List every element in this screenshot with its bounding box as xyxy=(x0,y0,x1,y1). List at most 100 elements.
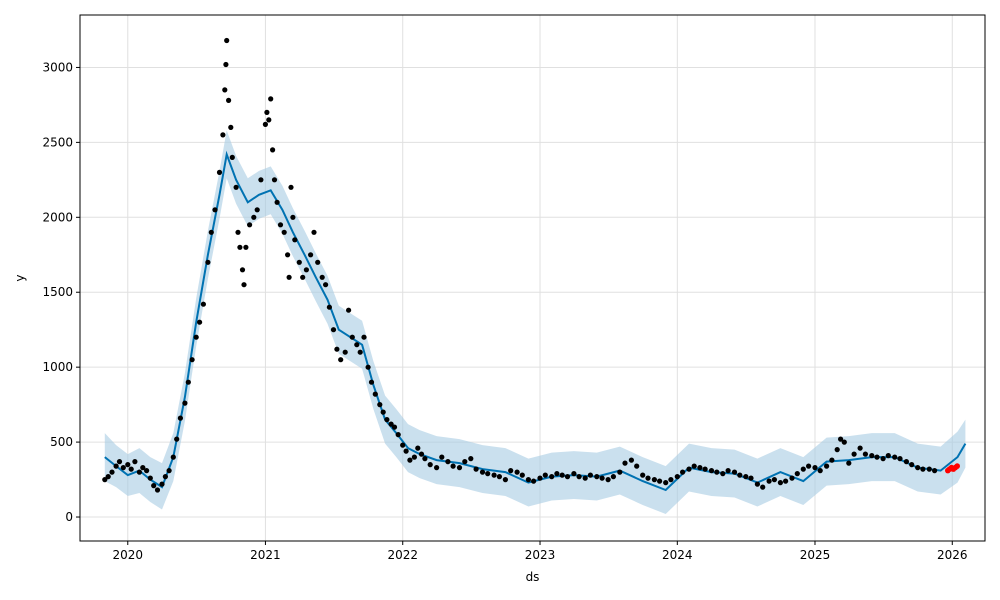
observed-point xyxy=(525,477,532,483)
observed-point xyxy=(220,132,226,138)
observed-point xyxy=(308,252,314,258)
y-tick-label: 500 xyxy=(50,435,73,449)
observed-point xyxy=(434,465,440,471)
observed-point xyxy=(479,469,486,475)
y-tick-label: 1000 xyxy=(42,360,73,374)
observed-point xyxy=(200,301,206,307)
observed-point xyxy=(418,451,425,457)
y-axis-label: y xyxy=(13,274,27,281)
observed-point xyxy=(136,469,142,475)
observed-point xyxy=(932,468,938,474)
observed-point xyxy=(105,474,111,480)
observed-point xyxy=(462,459,468,465)
observed-point xyxy=(427,462,433,468)
plot-frame xyxy=(79,14,986,542)
observed-point xyxy=(239,267,246,273)
observed-point xyxy=(226,97,232,103)
observed-point xyxy=(380,409,386,415)
observed-point xyxy=(841,439,847,445)
observed-point xyxy=(243,244,249,250)
observed-point xyxy=(277,222,284,228)
observed-point xyxy=(812,465,818,471)
observed-point xyxy=(542,472,548,478)
observed-point xyxy=(208,229,214,235)
y-tick-label: 0 xyxy=(65,510,73,524)
observed-point xyxy=(368,379,375,385)
observed-point xyxy=(502,477,508,483)
observed-point xyxy=(760,484,766,490)
observed-point xyxy=(170,454,176,460)
observed-point xyxy=(731,469,738,475)
observed-point xyxy=(233,184,239,190)
observed-point xyxy=(697,465,703,471)
observed-point xyxy=(874,454,880,460)
observed-point xyxy=(754,481,761,487)
observed-point xyxy=(680,469,686,475)
observed-point xyxy=(237,244,243,250)
observed-point xyxy=(496,474,502,480)
observed-point xyxy=(270,147,276,153)
observed-point xyxy=(338,357,344,363)
observed-point xyxy=(147,475,153,481)
observed-point xyxy=(571,471,577,477)
observed-point xyxy=(714,469,720,475)
observed-point xyxy=(903,459,910,465)
observed-point xyxy=(254,207,260,213)
observed-point xyxy=(262,121,268,127)
observed-point xyxy=(407,457,413,463)
observed-point xyxy=(229,154,235,160)
observed-point xyxy=(806,463,812,469)
observed-point xyxy=(323,282,329,288)
observed-point xyxy=(422,456,428,462)
observed-point xyxy=(271,177,278,183)
observed-point xyxy=(151,483,157,489)
x-tick-label: 2026 xyxy=(937,548,968,562)
observed-point xyxy=(531,478,537,484)
observed-point xyxy=(605,477,611,483)
observed-point xyxy=(274,199,280,205)
observed-point xyxy=(182,400,188,406)
observed-point xyxy=(159,481,165,487)
observed-point xyxy=(288,184,294,190)
observed-point xyxy=(777,480,784,486)
observed-point xyxy=(212,207,218,213)
observed-point xyxy=(846,460,852,466)
observed-point xyxy=(144,468,150,474)
observed-point xyxy=(748,475,754,481)
observed-point xyxy=(491,472,497,478)
x-axis-label: ds xyxy=(526,570,540,584)
observed-point xyxy=(140,465,146,471)
observed-point xyxy=(794,471,800,477)
observed-point xyxy=(266,117,272,123)
observed-point xyxy=(349,334,355,340)
observed-point xyxy=(342,349,348,355)
forecast-line-layer xyxy=(104,150,967,492)
observed-point xyxy=(205,259,211,265)
observed-point xyxy=(708,468,715,474)
observed-point xyxy=(857,445,863,451)
observed-point xyxy=(292,237,298,243)
observed-point xyxy=(334,346,340,352)
x-tick-label: 2025 xyxy=(800,548,831,562)
x-tick-label: 2020 xyxy=(112,548,143,562)
forecast-line xyxy=(104,150,967,492)
observed-point xyxy=(691,463,697,469)
observed-point xyxy=(102,477,108,483)
observed-point xyxy=(514,469,520,475)
observed-point xyxy=(300,274,306,280)
observed-point xyxy=(783,478,789,484)
observed-point xyxy=(628,457,635,463)
observed-point xyxy=(485,471,491,477)
observed-point xyxy=(354,342,360,348)
observed-point xyxy=(174,436,180,442)
x-tick-label: 2022 xyxy=(387,548,418,562)
observed-points-layer xyxy=(102,37,938,493)
observed-point xyxy=(851,451,857,457)
observed-point xyxy=(537,475,543,481)
observed-point xyxy=(702,466,708,472)
y-tick-label: 3000 xyxy=(42,60,73,74)
future-points-layer xyxy=(945,463,960,474)
observed-point xyxy=(241,282,247,288)
observed-point xyxy=(456,465,463,471)
